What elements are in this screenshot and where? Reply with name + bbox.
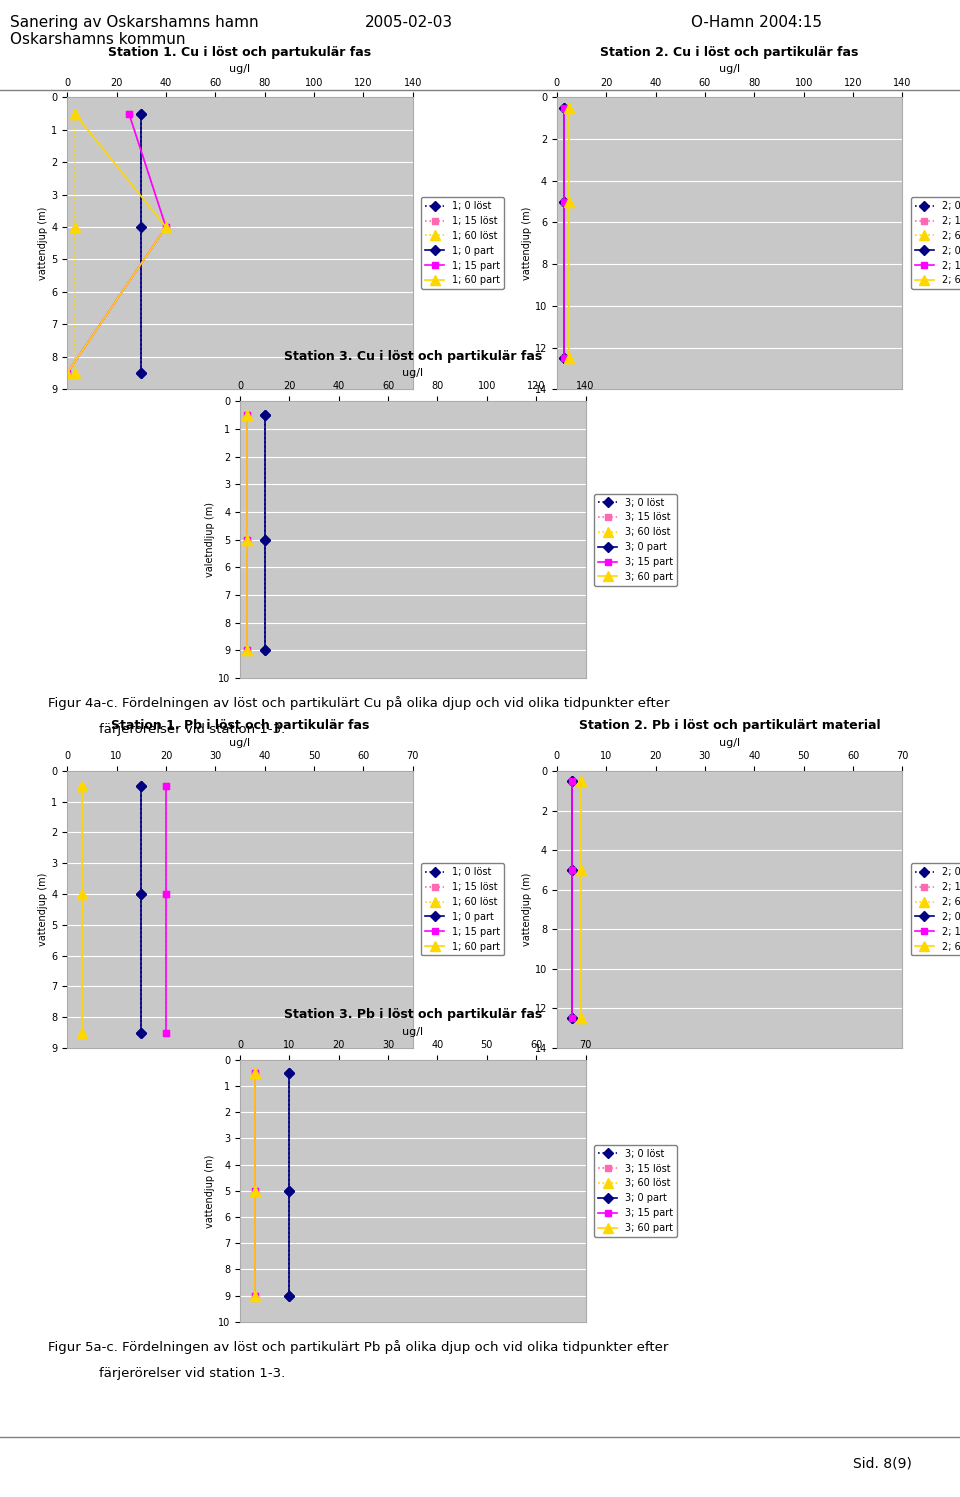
Text: färjerörelser vid station 1-3.: färjerörelser vid station 1-3. xyxy=(48,723,285,737)
X-axis label: ug/l: ug/l xyxy=(229,738,251,747)
Legend: 3; 0 löst, 3; 15 löst, 3; 60 löst, 3; 0 part, 3; 15 part, 3; 60 part: 3; 0 löst, 3; 15 löst, 3; 60 löst, 3; 0 … xyxy=(594,494,677,585)
Text: färjerörelser vid station 1-3.: färjerörelser vid station 1-3. xyxy=(48,1367,285,1380)
X-axis label: ug/l: ug/l xyxy=(719,64,740,73)
Legend: 2; 0 löst, 2; 15 löst, 2; 60 löst, 2; 0 part, 2; 15 part, 2; 60 part: 2; 0 löst, 2; 15 löst, 2; 60 löst, 2; 0 … xyxy=(911,864,960,955)
X-axis label: ug/l: ug/l xyxy=(229,64,251,73)
Title: Station 2. Cu i löst och partikulär fas: Station 2. Cu i löst och partikulär fas xyxy=(600,46,859,58)
Y-axis label: valetndljup (m): valetndljup (m) xyxy=(205,501,215,578)
Text: Figur 4a-c. Fördelningen av löst och partikulärt Cu på olika djup och vid olika : Figur 4a-c. Fördelningen av löst och par… xyxy=(48,696,669,710)
Y-axis label: vattendjup (m): vattendjup (m) xyxy=(38,207,48,280)
Y-axis label: vattendjup (m): vattendjup (m) xyxy=(205,1154,215,1228)
Legend: 1; 0 löst, 1; 15 löst, 1; 60 löst, 1; 0 part, 1; 15 part, 1; 60 part: 1; 0 löst, 1; 15 löst, 1; 60 löst, 1; 0 … xyxy=(421,198,504,289)
Title: Station 3. Pb i löst och partikulär fas: Station 3. Pb i löst och partikulär fas xyxy=(283,1009,542,1021)
Legend: 2; 0 löst, 2; 15 löst, 2; 60 löst, 2; 0 part, 2; 15 part, 2; 60 part: 2; 0 löst, 2; 15 löst, 2; 60 löst, 2; 0 … xyxy=(911,198,960,289)
X-axis label: ug/l: ug/l xyxy=(402,1027,423,1036)
Title: Station 2. Pb i löst och partikulärt material: Station 2. Pb i löst och partikulärt mat… xyxy=(579,720,880,732)
Text: O-Hamn 2004:15: O-Hamn 2004:15 xyxy=(691,15,822,30)
X-axis label: ug/l: ug/l xyxy=(402,368,423,377)
X-axis label: ug/l: ug/l xyxy=(719,738,740,747)
Y-axis label: vattendjup (m): vattendjup (m) xyxy=(522,873,532,946)
Text: 2005-02-03: 2005-02-03 xyxy=(365,15,453,30)
Text: Sid. 8(9): Sid. 8(9) xyxy=(853,1457,912,1470)
Y-axis label: vattendjup (m): vattendjup (m) xyxy=(522,207,532,280)
Y-axis label: vattendjup (m): vattendjup (m) xyxy=(38,873,48,946)
Text: Sanering av Oskarshamns hamn
Oskarshamns kommun: Sanering av Oskarshamns hamn Oskarshamns… xyxy=(10,15,258,48)
Legend: 1; 0 löst, 1; 15 löst, 1; 60 löst, 1; 0 part, 1; 15 part, 1; 60 part: 1; 0 löst, 1; 15 löst, 1; 60 löst, 1; 0 … xyxy=(421,864,504,955)
Legend: 3; 0 löst, 3; 15 löst, 3; 60 löst, 3; 0 part, 3; 15 part, 3; 60 part: 3; 0 löst, 3; 15 löst, 3; 60 löst, 3; 0 … xyxy=(594,1145,677,1237)
Title: Station 3. Cu i löst och partikulär fas: Station 3. Cu i löst och partikulär fas xyxy=(283,350,542,362)
Title: Station 1. Pb i löst och partikulär fas: Station 1. Pb i löst och partikulär fas xyxy=(110,720,370,732)
Title: Station 1. Cu i löst och partukulär fas: Station 1. Cu i löst och partukulär fas xyxy=(108,46,372,58)
Text: Figur 5a-c. Fördelningen av löst och partikulärt Pb på olika djup och vid olika : Figur 5a-c. Fördelningen av löst och par… xyxy=(48,1340,668,1353)
